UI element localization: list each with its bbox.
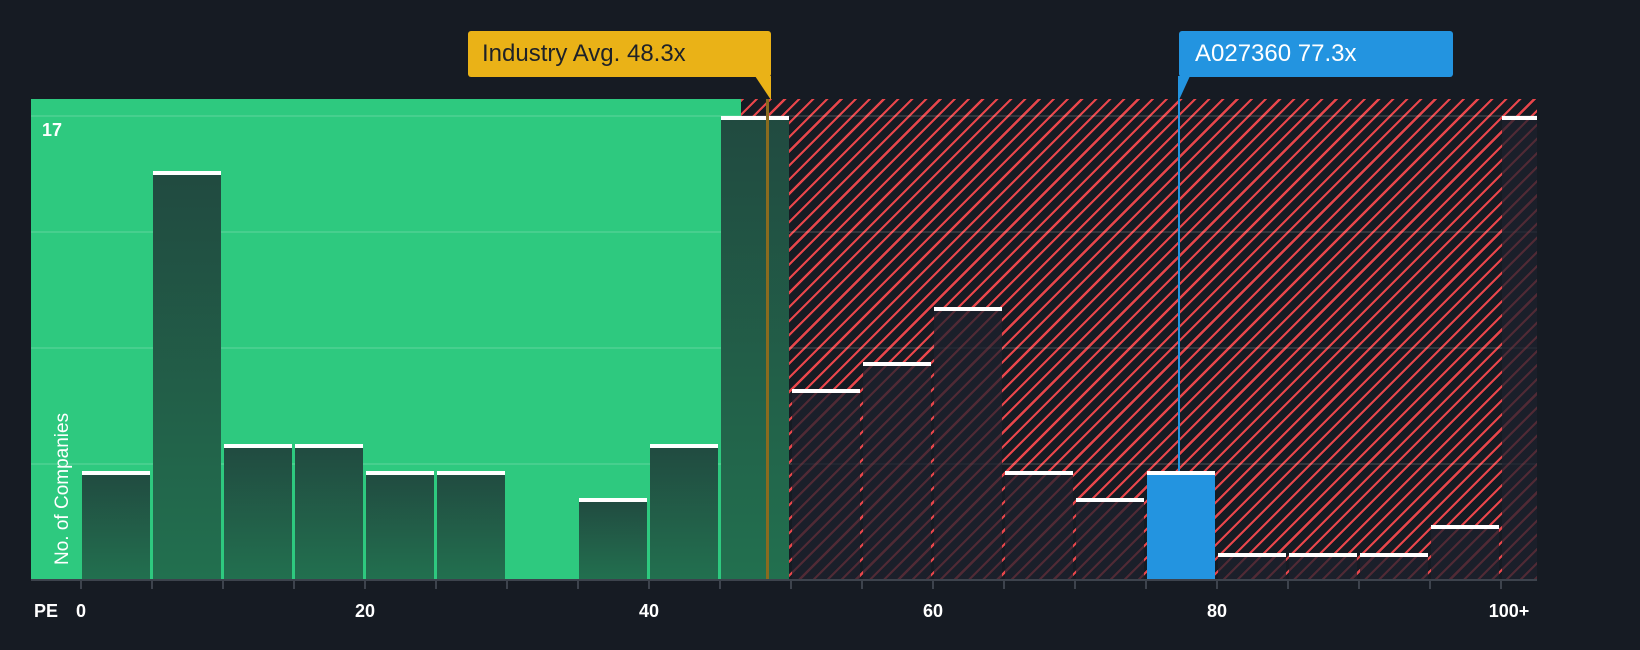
x-axis-tick <box>861 581 863 589</box>
x-axis-tick <box>1500 581 1502 589</box>
plot-area <box>31 99 1537 580</box>
x-axis-tick <box>1287 581 1289 589</box>
bar-cap <box>1360 552 1428 557</box>
company-pe-callout: A027360 77.3x <box>1179 31 1453 77</box>
company-callout-pointer <box>1178 76 1190 100</box>
above-average-zone <box>741 99 1537 580</box>
highlighted-bar <box>1147 470 1215 580</box>
histogram-bar <box>579 498 647 580</box>
x-axis-tick <box>364 581 366 589</box>
x-axis-tick <box>932 581 934 589</box>
bar-cap <box>1431 525 1499 530</box>
x-axis-tick <box>1358 581 1360 589</box>
bar-cap <box>1502 116 1537 120</box>
histogram-bar <box>721 116 789 580</box>
histogram-bar <box>1005 470 1073 580</box>
x-axis-tick-label: 60 <box>922 601 944 621</box>
histogram-bar <box>1360 552 1428 580</box>
histogram-bar <box>366 470 434 580</box>
histogram-bar <box>295 443 363 580</box>
x-axis-tick <box>151 581 153 589</box>
x-axis-line <box>31 579 1537 581</box>
bar-cap <box>1147 470 1215 475</box>
x-axis-tick <box>1216 581 1218 589</box>
histogram-bar <box>934 307 1002 580</box>
bar-cap <box>1218 552 1286 557</box>
bar-cap <box>366 470 434 475</box>
bar-cap <box>295 443 363 448</box>
histogram-bar <box>82 470 150 580</box>
company-value-line <box>1177 99 1180 471</box>
x-axis-tick <box>1145 581 1147 589</box>
x-axis-tick-label: 0 <box>75 601 87 621</box>
bar-cap <box>153 170 221 175</box>
histogram-bar <box>863 361 931 580</box>
x-axis-tick <box>293 581 295 589</box>
industry-average-line <box>765 99 769 580</box>
x-axis-tick <box>80 581 82 589</box>
histogram-bar <box>792 388 860 580</box>
bar-cap <box>721 116 789 120</box>
bar-cap <box>1289 552 1357 557</box>
y-axis-title: No. of Companies <box>52 412 73 565</box>
histogram-bar <box>1218 552 1286 580</box>
industry-average-callout: Industry Avg. 48.3x <box>468 31 771 77</box>
x-axis-tick <box>1429 581 1431 589</box>
x-axis-tick <box>1003 581 1005 589</box>
histogram-bar <box>650 443 718 580</box>
x-axis-tick <box>506 581 508 589</box>
bar-cap <box>863 361 931 366</box>
x-axis-tick <box>719 581 721 589</box>
x-axis-tick <box>577 581 579 589</box>
bar-cap <box>650 443 718 448</box>
histogram-bar <box>1431 525 1499 580</box>
histogram-bar <box>437 470 505 580</box>
bar-cap <box>437 470 505 475</box>
x-axis-tick <box>648 581 650 589</box>
x-axis-label: PE <box>34 601 59 621</box>
bar-cap <box>1005 470 1073 475</box>
y-axis-max-label: 17 <box>42 120 63 140</box>
x-axis-tick-label: 100+ <box>1488 601 1530 621</box>
histogram-bar <box>224 443 292 580</box>
bar-cap <box>224 443 292 448</box>
histogram-bar <box>1076 498 1144 580</box>
x-axis-tick <box>790 581 792 589</box>
x-axis-tick <box>222 581 224 589</box>
industry-callout-pointer <box>755 76 771 100</box>
bar-cap <box>792 388 860 393</box>
x-axis-tick-label: 20 <box>354 601 376 621</box>
x-axis-tick <box>1074 581 1076 589</box>
histogram-bar <box>1502 116 1537 580</box>
histogram-bar <box>153 170 221 580</box>
bar-cap <box>82 470 150 475</box>
x-axis-tick-label: 80 <box>1206 601 1228 621</box>
x-axis-tick <box>435 581 437 589</box>
bar-cap <box>579 498 647 503</box>
bar-cap <box>1076 498 1144 503</box>
histogram-bar <box>1289 552 1357 580</box>
bar-cap <box>934 307 1002 312</box>
x-axis-tick-label: 40 <box>638 601 660 621</box>
